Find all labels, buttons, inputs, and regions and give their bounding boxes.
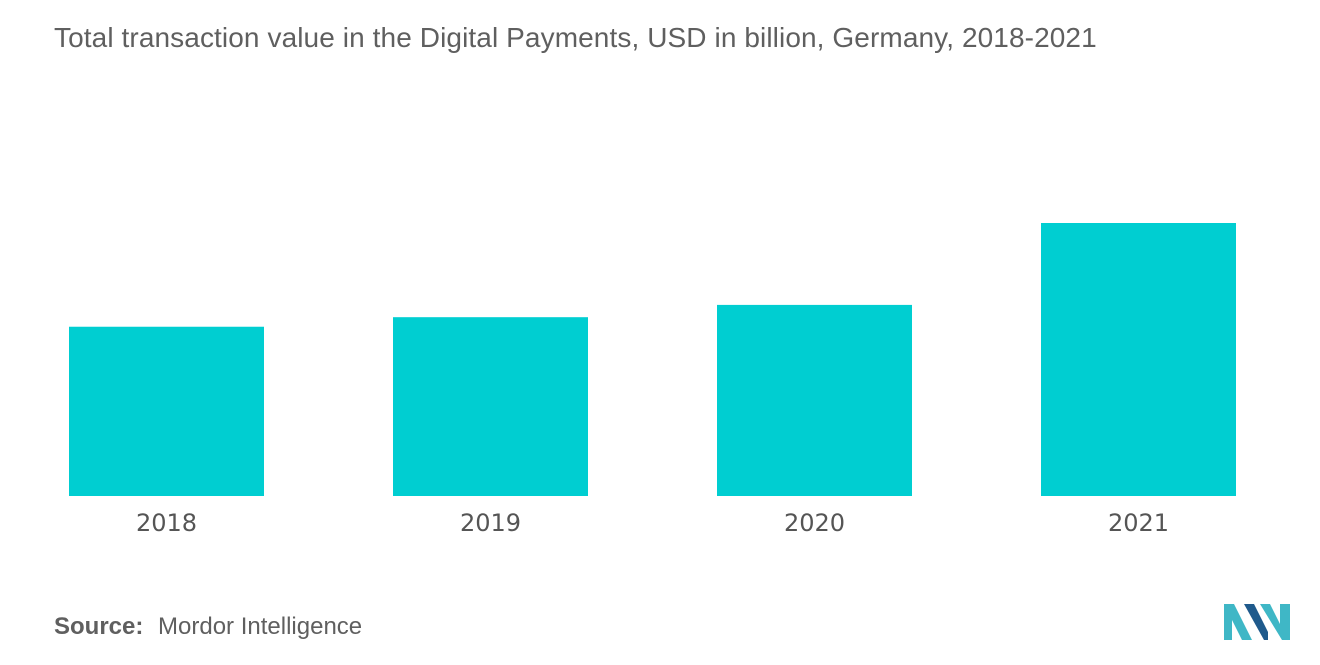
x-tick-label-2020: 2020 (784, 509, 845, 537)
logo-shape-3 (1260, 604, 1290, 640)
x-tick-label-2018: 2018 (136, 509, 197, 537)
mordor-intelligence-logo-icon (1224, 604, 1290, 640)
bar-2020 (717, 304, 912, 496)
source-footer: Source: Mordor Intelligence (54, 613, 362, 641)
source-label: Source: (54, 613, 144, 640)
bar-2021 (1041, 223, 1236, 496)
x-tick-labels: 2018 2019 2020 2021 (136, 509, 1169, 537)
bars-group (69, 223, 1236, 496)
bar-2018 (69, 326, 264, 496)
chart-title: Total transaction value in the Digital P… (54, 22, 1097, 53)
source-value: Mordor Intelligence (158, 613, 363, 640)
x-tick-label-2019: 2019 (460, 509, 521, 537)
bar-2019 (393, 317, 588, 496)
logo-shape-1 (1224, 604, 1252, 640)
x-tick-label-2021: 2021 (1108, 509, 1169, 537)
logo-shape-2 (1244, 604, 1268, 640)
